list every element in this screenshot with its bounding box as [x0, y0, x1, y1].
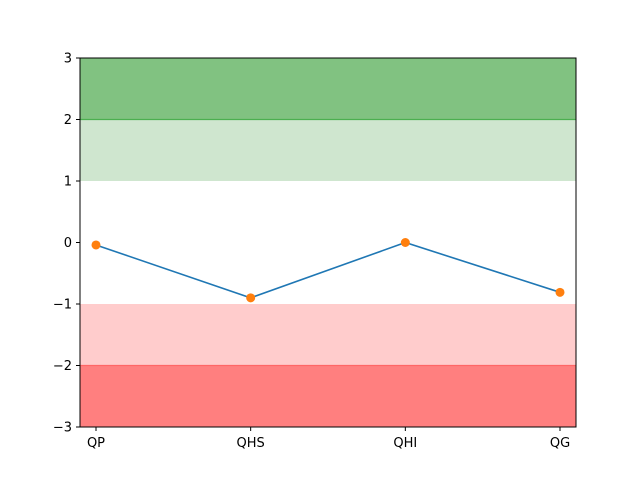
y-tick-label: 1 — [64, 175, 72, 190]
series-layer — [91, 238, 565, 303]
series-line-0 — [95, 241, 561, 299]
band-2 — [80, 304, 576, 366]
y-tick-label: 0 — [64, 236, 72, 251]
band-1 — [80, 119, 576, 181]
data-point-qg — [555, 287, 565, 297]
x-tick-label: QP — [87, 436, 105, 451]
data-point-qhi — [400, 238, 410, 247]
data-point-qhs — [246, 293, 256, 303]
band-3 — [80, 365, 576, 427]
y-tick-label: 2 — [64, 113, 72, 128]
y-tick-label: 3 — [64, 52, 72, 67]
bands-layer — [80, 58, 576, 427]
y-tick-label: −1 — [53, 298, 72, 313]
y-tick-label: −3 — [53, 421, 72, 436]
x-tick-label: QHS — [237, 436, 265, 451]
ticks-layer: −3 −2 −1 0 1 2 3 QP QHS QHI QG — [53, 52, 570, 452]
y-tick-label: −2 — [53, 359, 72, 374]
x-tick-label: QG — [550, 436, 570, 451]
data-point-qp — [91, 240, 101, 250]
x-tick-label: QHI — [393, 436, 417, 451]
band-0 — [80, 58, 576, 120]
